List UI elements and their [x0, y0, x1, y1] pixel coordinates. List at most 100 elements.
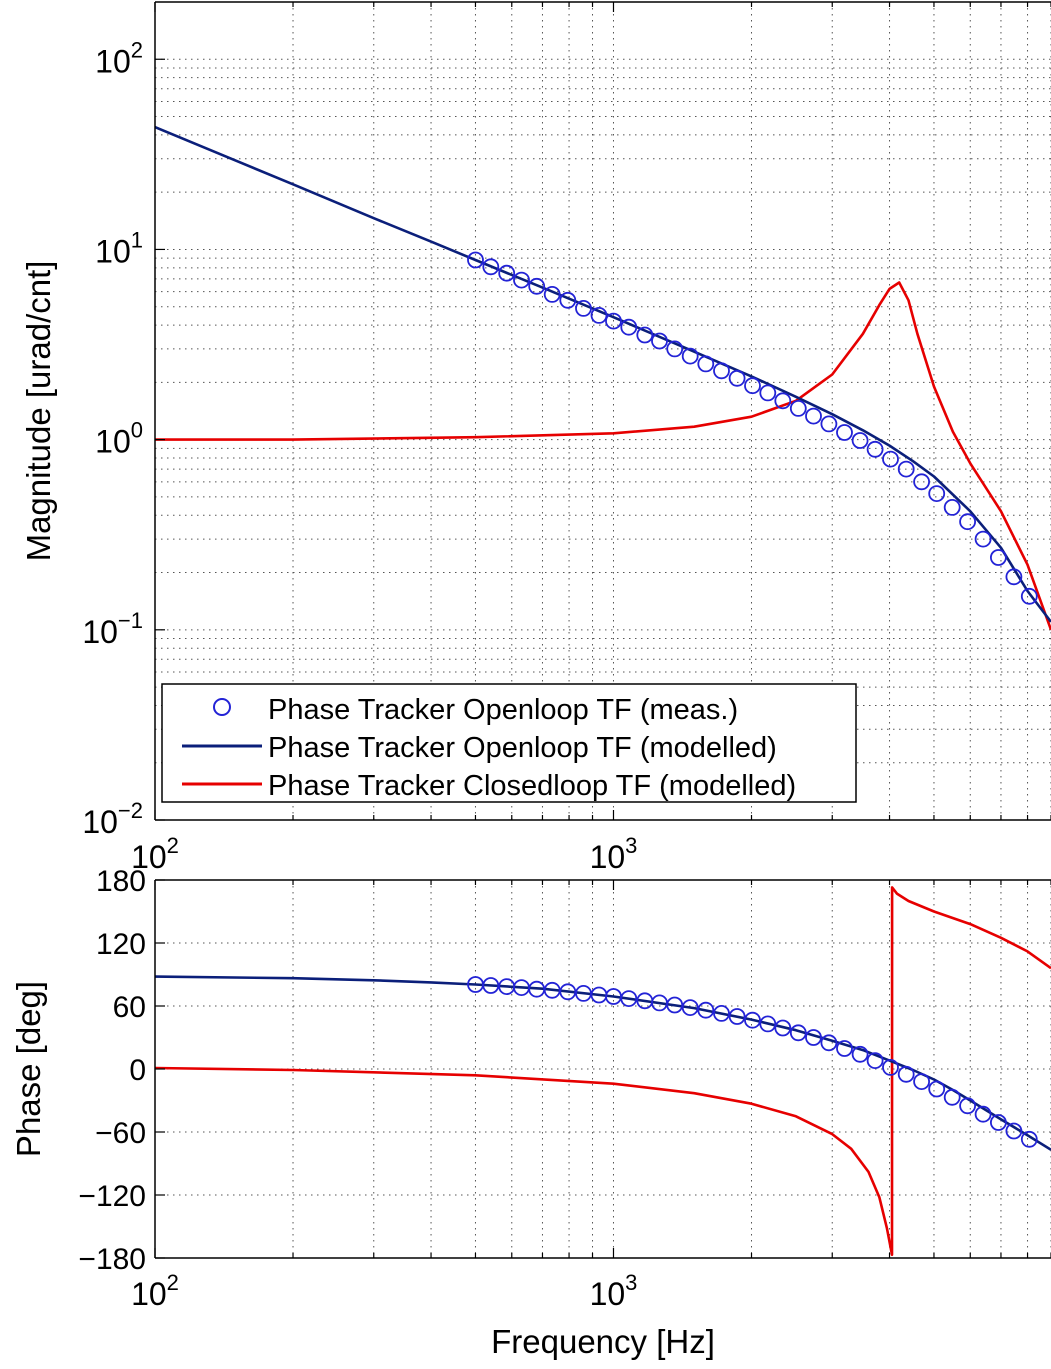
phase-data-point-marker — [789, 1024, 807, 1042]
phase-data-point-marker — [681, 999, 699, 1016]
magnitude-series — [155, 125, 1051, 631]
mag-data-point-marker — [774, 392, 792, 410]
phase-y-tick-label: −60 — [95, 1117, 146, 1150]
mag-series-line-1 — [155, 125, 1051, 623]
mag-data-point-marker — [543, 285, 561, 303]
mag-data-point-marker — [974, 530, 992, 548]
legend-marker-circle-icon — [213, 698, 231, 716]
phase-x-tick-label: 102 — [131, 1270, 179, 1312]
phase-axes-frame — [154, 879, 1051, 1259]
phase-data-point-marker — [482, 977, 500, 994]
mag-y-tick-label: 102 — [95, 37, 143, 79]
phase-data-point-marker — [1020, 1130, 1038, 1148]
phase-data-point-marker — [759, 1015, 777, 1033]
mag-data-point-marker — [805, 407, 822, 425]
mag-data-point-marker — [651, 332, 668, 350]
mag-data-point-marker — [928, 485, 946, 503]
phase-data-point-marker — [866, 1052, 884, 1069]
phase-y-tick-label: −120 — [78, 1180, 146, 1213]
mag-data-point-marker — [820, 415, 838, 433]
phase-data-point-marker — [897, 1065, 915, 1083]
mag-data-point-marker — [713, 362, 730, 380]
mag-data-point-marker — [851, 432, 869, 449]
phase-data-point-marker — [928, 1080, 946, 1098]
mag-x-tick-label: 102 — [131, 833, 179, 875]
mag-data-point-marker — [897, 460, 915, 478]
phase-data-point-marker — [620, 990, 638, 1007]
mag-data-point-marker — [836, 424, 853, 441]
phase-data-point-marker — [974, 1105, 992, 1123]
mag-data-point-marker — [943, 498, 961, 516]
magnitude-tick-labels: 102 103 10−2 10−1 100 101 102 — [82, 37, 637, 875]
phase-x-tick-label: 103 — [590, 1270, 638, 1312]
phase-data-point-marker — [882, 1059, 899, 1076]
phase-data-point-marker — [851, 1045, 869, 1063]
mag-data-point-marker — [666, 340, 684, 358]
phase-data-point-marker — [805, 1029, 822, 1046]
mag-data-point-marker — [620, 318, 638, 336]
magnitude-axes-frame — [154, 1, 1051, 821]
phase-y-tick-label: 60 — [113, 991, 146, 1024]
mag-data-point-marker — [728, 369, 746, 387]
magnitude-y-axis-label: Magnitude [urad/cnt] — [20, 261, 57, 562]
phase-data-point-marker — [913, 1073, 930, 1090]
phase-y-tick-label: 0 — [129, 1054, 146, 1087]
phase-data-point-marker — [666, 996, 684, 1014]
phase-data-point-marker — [959, 1097, 976, 1115]
phase-data-point-marker — [774, 1019, 792, 1037]
phase-y-axis-label: Phase [deg] — [10, 981, 47, 1157]
mag-data-point-marker — [605, 312, 622, 330]
mag-data-point-marker — [636, 326, 654, 344]
legend-label-openloop-model: Phase Tracker Openloop TF (modelled) — [268, 732, 777, 764]
phase-panel: 102 103 180 120 60 0 −60 −120 −180 Phase [deg] F… — [10, 865, 1051, 1360]
phase-series — [155, 886, 1051, 1257]
x-axis-label: Frequency [Hz] — [491, 1323, 715, 1360]
mag-data-point-marker — [575, 299, 592, 317]
mag-series-line-2 — [155, 281, 1051, 631]
phase-data-point-marker — [943, 1088, 961, 1106]
mag-data-point-marker — [990, 549, 1007, 566]
mag-data-point-marker — [467, 251, 484, 269]
mag-data-point-marker — [681, 347, 699, 365]
mag-data-point-marker — [744, 377, 761, 395]
phase-data-point-marker — [728, 1008, 746, 1025]
phase-data-point-marker — [697, 1001, 715, 1019]
mag-data-point-marker — [528, 277, 546, 295]
mag-data-point-marker — [866, 440, 884, 458]
mag-data-point-marker — [697, 355, 715, 373]
mag-data-point-marker — [759, 384, 777, 402]
mag-data-point-marker — [482, 258, 500, 276]
legend-box — [161, 683, 857, 803]
mag-y-tick-label: 10−2 — [82, 798, 143, 840]
magnitude-panel: 102 103 10−2 10−1 100 101 102 Magnitude [urad/… — [20, 1, 1051, 875]
mag-data-point-marker — [559, 291, 577, 309]
phase-y-tick-label: 180 — [96, 865, 146, 898]
mag-data-point-marker — [913, 473, 930, 491]
mag-y-tick-label: 10−1 — [82, 608, 143, 650]
mag-data-point-marker — [882, 450, 899, 468]
mag-data-point-marker — [1005, 568, 1023, 586]
phase-y-tick-label: 120 — [96, 928, 146, 961]
mag-data-point-marker — [789, 399, 807, 417]
mag-data-point-marker — [498, 264, 516, 282]
mag-data-point-marker — [513, 271, 530, 289]
phase-tick-labels: 102 103 180 120 60 0 −60 −120 −180 — [78, 865, 637, 1312]
phase-data-point-marker — [713, 1005, 730, 1022]
phase-series-line-2 — [155, 886, 1051, 1257]
mag-x-tick-label: 103 — [590, 833, 638, 875]
mag-y-tick-label: 100 — [95, 418, 143, 460]
mag-y-tick-label: 101 — [95, 227, 143, 269]
legend-label-meas: Phase Tracker Openloop TF (meas.) — [268, 694, 738, 726]
mag-data-point-marker — [1020, 587, 1038, 605]
phase-data-point-marker — [744, 1011, 761, 1029]
phase-data-point-marker — [820, 1034, 838, 1052]
mag-data-point-marker — [590, 306, 608, 324]
legend: Phase Tracker Openloop TF (meas.) Phase … — [161, 683, 857, 803]
legend-label-closedloop-model: Phase Tracker Closedloop TF (modelled) — [268, 770, 796, 802]
phase-y-tick-label: −180 — [78, 1243, 146, 1276]
phase-data-point-marker — [990, 1114, 1007, 1131]
phase-data-point-marker — [836, 1040, 853, 1057]
mag-data-point-marker — [959, 513, 976, 531]
